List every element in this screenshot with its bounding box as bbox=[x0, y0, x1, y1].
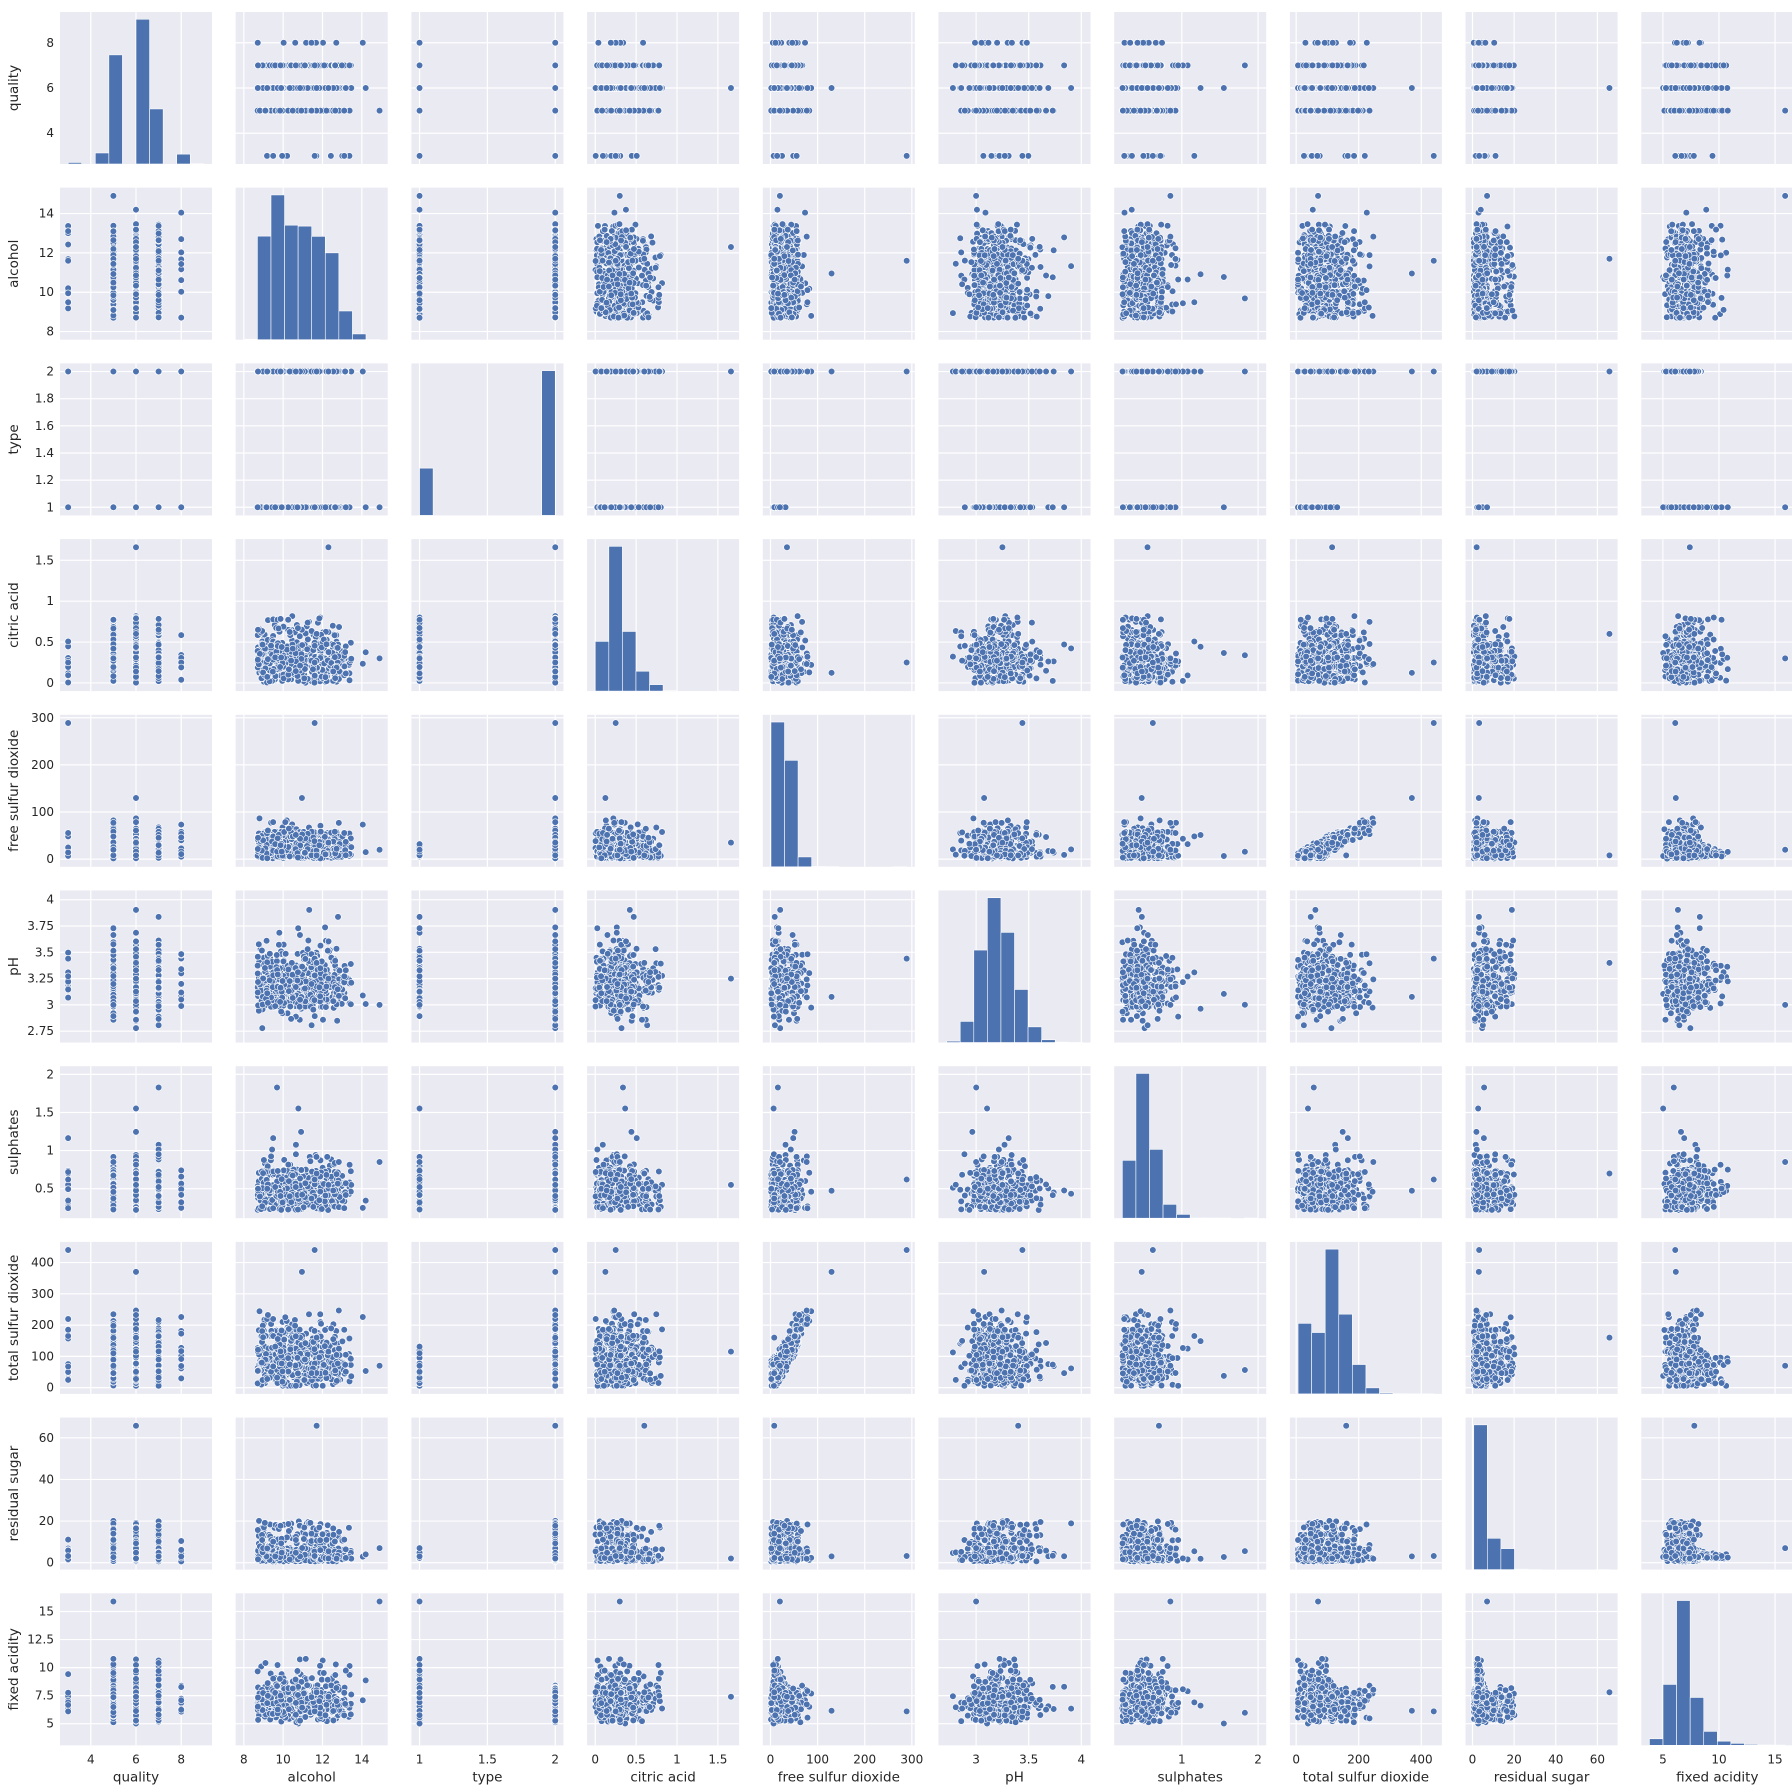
scatter-point bbox=[328, 153, 335, 160]
scatter-point bbox=[321, 62, 328, 69]
scatter-point bbox=[297, 85, 304, 92]
scatter-point bbox=[362, 85, 369, 92]
y-tick-label: 6 bbox=[46, 81, 54, 95]
scatter-point bbox=[325, 85, 332, 92]
scatter-point bbox=[262, 107, 269, 114]
scatter-point bbox=[254, 39, 261, 46]
scatter-point bbox=[416, 39, 423, 46]
scatter-point bbox=[255, 85, 262, 92]
scatter-point bbox=[270, 153, 277, 160]
scatter-point bbox=[277, 62, 284, 69]
scatter-point bbox=[286, 85, 293, 92]
scatter-point bbox=[278, 85, 285, 92]
scatter-point bbox=[341, 153, 348, 160]
scatter-point bbox=[255, 62, 262, 69]
scatter-point bbox=[332, 62, 339, 69]
scatter-point bbox=[341, 107, 348, 114]
scatter-point bbox=[359, 39, 366, 46]
scatter-point bbox=[264, 85, 271, 92]
scatter-point bbox=[264, 153, 271, 160]
scatter-point bbox=[323, 107, 330, 114]
panel-quality-vs-alcohol bbox=[236, 12, 388, 164]
histogram-bar bbox=[177, 154, 191, 164]
scatter-point bbox=[308, 39, 315, 46]
scatter-point bbox=[279, 153, 286, 160]
scatter-point bbox=[289, 107, 296, 114]
scatter-point bbox=[280, 39, 287, 46]
y-axis-label: quality bbox=[6, 65, 22, 111]
y-tick-label: 4 bbox=[46, 126, 54, 140]
scatter-point bbox=[346, 62, 353, 69]
scatter-point bbox=[416, 153, 423, 160]
scatter-point bbox=[339, 62, 346, 69]
scatter-point bbox=[343, 85, 350, 92]
scatter-point bbox=[302, 62, 309, 69]
scatter-point bbox=[311, 62, 318, 69]
scatter-point bbox=[311, 153, 318, 160]
scatter-point bbox=[332, 107, 339, 114]
scatter-point bbox=[376, 107, 383, 114]
panel-quality-vs-quality bbox=[60, 12, 212, 164]
scatter-point bbox=[293, 62, 300, 69]
histogram-bar bbox=[109, 55, 123, 164]
scatter-point bbox=[333, 39, 340, 46]
y-tick-label: 8 bbox=[46, 36, 54, 50]
histogram-bar bbox=[136, 19, 150, 164]
scatter-point bbox=[313, 85, 320, 92]
panel-quality-vs-type bbox=[411, 12, 563, 164]
scatter-point bbox=[292, 39, 299, 46]
histogram-bar bbox=[95, 153, 109, 164]
scatter-point bbox=[320, 39, 327, 46]
histogram-bar bbox=[68, 162, 82, 164]
scatter-point bbox=[298, 107, 305, 114]
scatter-point bbox=[277, 107, 284, 114]
histogram-bar bbox=[150, 109, 164, 164]
scatter-point bbox=[308, 107, 315, 114]
